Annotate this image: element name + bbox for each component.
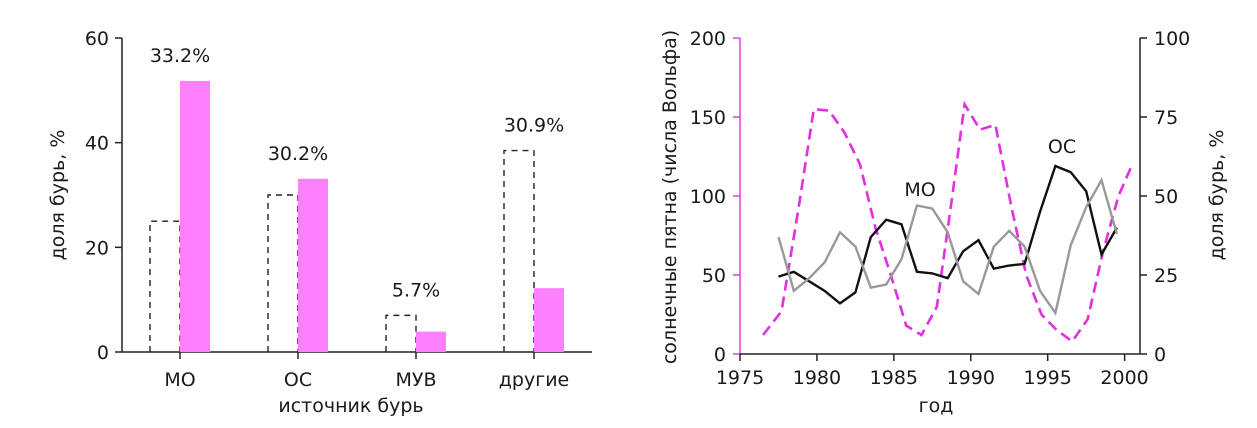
bar-y-tick-label: 20: [85, 237, 109, 259]
mo-series-label: МО: [904, 179, 935, 201]
line-x-tick-label: 2000: [1100, 367, 1148, 389]
mo-series-line: [777, 177, 1119, 316]
line-left-y-tick-label: 100: [690, 186, 726, 208]
line-x-axis-label: год: [919, 395, 954, 417]
bar-filled: [534, 288, 564, 352]
line-left-y-tick-label: 50: [702, 265, 726, 287]
bar-filled: [416, 331, 446, 352]
bar-dashed: [385, 314, 417, 352]
line-right-y-tick-label: 25: [1154, 265, 1178, 287]
bar-dashed: [149, 220, 181, 352]
line-left-y-tick-label: 0: [714, 344, 726, 366]
bar-percent-label: 30.9%: [504, 115, 564, 137]
bar-y-tick-label: 60: [85, 28, 109, 50]
line-x-tick-label: 1980: [793, 367, 841, 389]
line-right-y-tick-label: 50: [1154, 186, 1178, 208]
bar-dashed: [503, 149, 535, 352]
bar-percent-label: 30.2%: [268, 143, 328, 165]
line-x-tick-label: 1995: [1024, 367, 1072, 389]
line-right-y-axis-label: доля бурь, %: [1206, 130, 1228, 261]
bar-x-tick-label: МУВ: [395, 369, 436, 391]
bar-y-tick-label: 40: [85, 133, 109, 155]
bar-dashed: [267, 194, 299, 352]
line-x-tick-label: 1990: [947, 367, 995, 389]
bar-x-tick-label: МО: [164, 369, 195, 391]
line-left-y-tick-label: 150: [690, 107, 726, 129]
bar-y-tick-label: 0: [97, 342, 109, 364]
line-x-tick-label: 1985: [870, 367, 918, 389]
bar-filled: [180, 80, 210, 352]
bar-x-tick-label: другие: [499, 369, 569, 391]
oc-series-label: ОС: [1048, 136, 1076, 158]
bar-percent-label: 5.7%: [392, 279, 440, 301]
bar-y-axis-label: доля бурь, %: [47, 130, 69, 261]
line-left-y-tick-label: 200: [690, 28, 726, 50]
line-x-tick-label: 1975: [716, 367, 764, 389]
bar-percent-label: 33.2%: [150, 45, 210, 67]
bar-filled: [298, 178, 328, 352]
sunspot-series-line: [762, 100, 1134, 344]
line-right-y-tick-label: 75: [1154, 107, 1178, 129]
line-right-y-tick-label: 0: [1154, 344, 1166, 366]
bar-x-axis-label: источник бурь: [278, 395, 423, 417]
bar-x-tick-label: ОС: [284, 369, 312, 391]
line-left-y-axis-label: солнечные пятна (числа Вольфа): [659, 30, 681, 364]
line-right-y-tick-label: 100: [1154, 28, 1190, 50]
oc-series-line: [778, 164, 1118, 305]
